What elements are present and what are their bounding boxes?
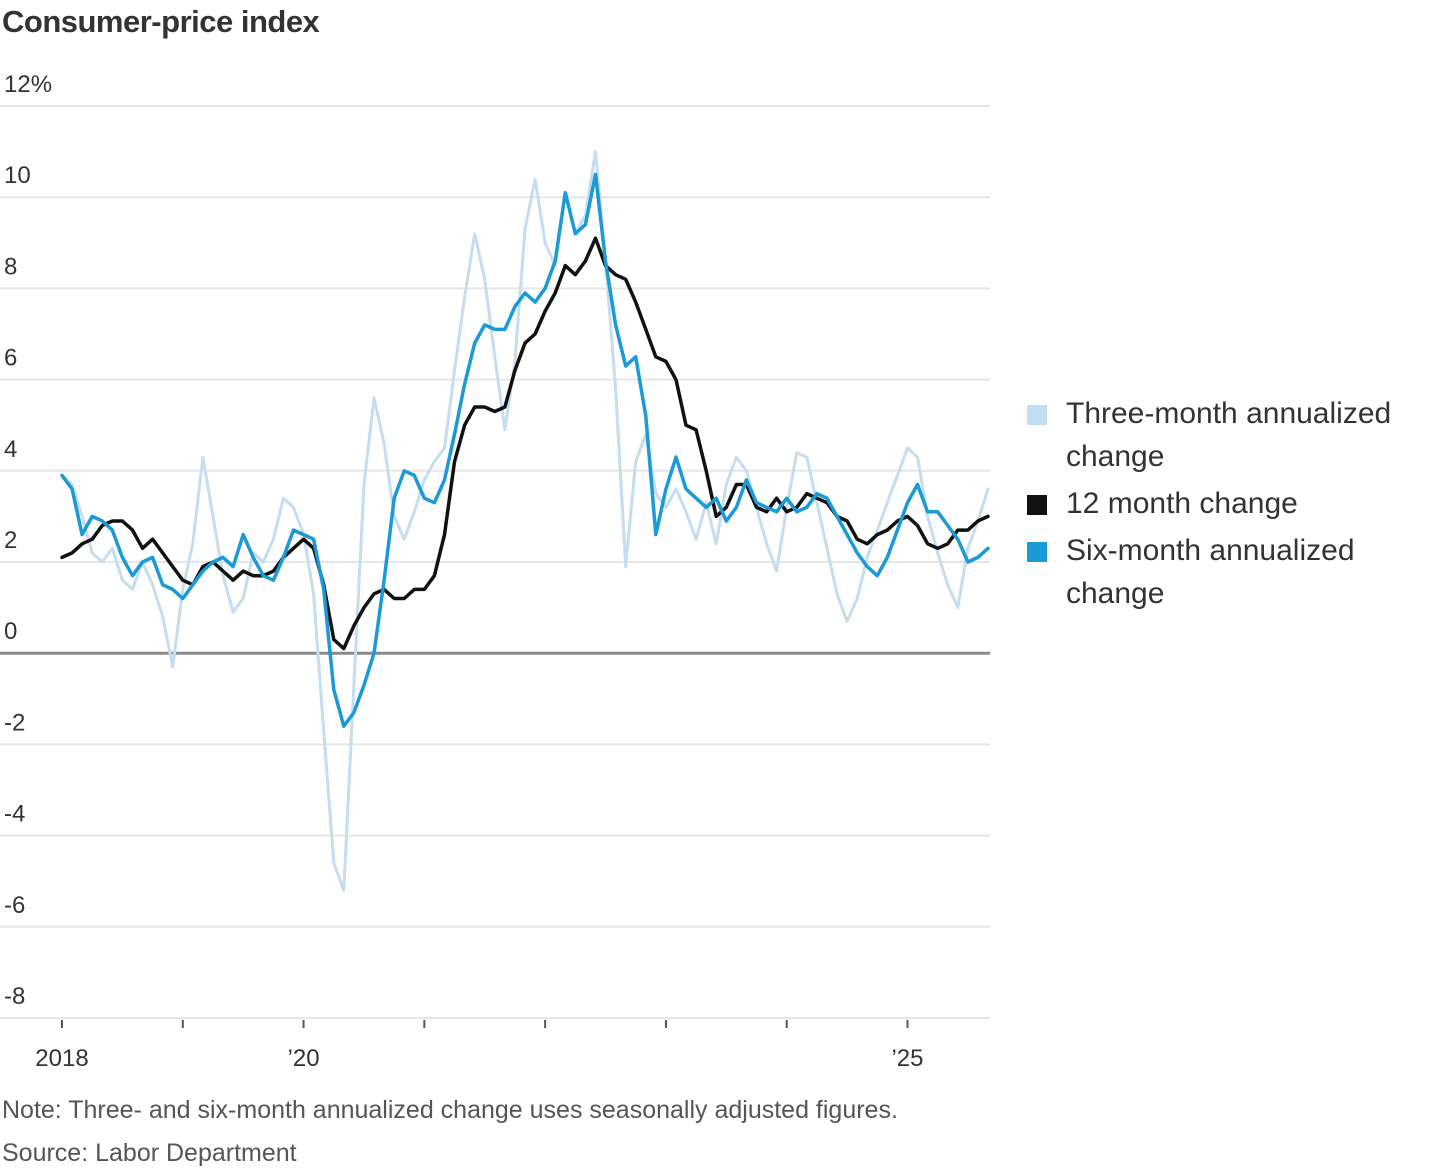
legend-label-six-month: Six-month annualized change bbox=[1066, 534, 1355, 610]
legend: Three-month annualized change 12 month c… bbox=[1024, 392, 1454, 619]
x-axis-ticks: 2018 ’20 ’25 bbox=[35, 1020, 923, 1072]
legend-swatch-12-month bbox=[1027, 495, 1047, 515]
chart-source: Source: Labor Department bbox=[2, 1139, 297, 1167]
y-tick-label: -8 bbox=[4, 983, 25, 1010]
series-lines bbox=[60, 150, 990, 892]
y-tick-label: 0 bbox=[4, 618, 17, 645]
legend-label-12-month: 12 month change bbox=[1066, 487, 1298, 520]
legend-item-three-month: Three-month annualized change bbox=[1024, 392, 1454, 478]
y-tick-label: 2 bbox=[4, 527, 17, 554]
line-chart: 12% 10 8 6 4 2 0 -2 -4 -6 -8 2018 ’20 ’25 bbox=[0, 71, 990, 1072]
y-axis-tick-labels: 12% 10 8 6 4 2 0 -2 -4 -6 -8 bbox=[4, 71, 52, 1010]
legend-swatch-six-month bbox=[1027, 542, 1047, 562]
series-line-12-month bbox=[60, 236, 990, 651]
chart-note: Note: Three- and six-month annualized ch… bbox=[2, 1096, 898, 1124]
series-line-three-month bbox=[60, 150, 990, 892]
x-tick-label: ’25 bbox=[891, 1045, 923, 1072]
y-tick-label: 6 bbox=[4, 345, 17, 372]
legend-item-12-month: 12 month change bbox=[1024, 482, 1454, 525]
y-tick-label: 4 bbox=[4, 436, 17, 463]
legend-label-three-month: Three-month annualized change bbox=[1066, 397, 1392, 473]
y-tick-label: -6 bbox=[4, 892, 25, 919]
x-tick-label: ’20 bbox=[288, 1045, 320, 1072]
y-tick-label: -2 bbox=[4, 709, 25, 736]
x-tick-label: 2018 bbox=[35, 1045, 88, 1072]
legend-swatch-three-month bbox=[1027, 405, 1047, 425]
chart-title: Consumer-price index bbox=[2, 4, 320, 39]
y-tick-label: 10 bbox=[4, 162, 31, 189]
y-tick-label: 8 bbox=[4, 253, 17, 280]
series-line-six-month bbox=[60, 172, 990, 728]
grid-lines bbox=[0, 105, 990, 1019]
y-tick-label: -4 bbox=[4, 801, 25, 828]
legend-item-six-month: Six-month annualized change bbox=[1024, 529, 1454, 615]
y-tick-label: 12% bbox=[4, 71, 52, 98]
